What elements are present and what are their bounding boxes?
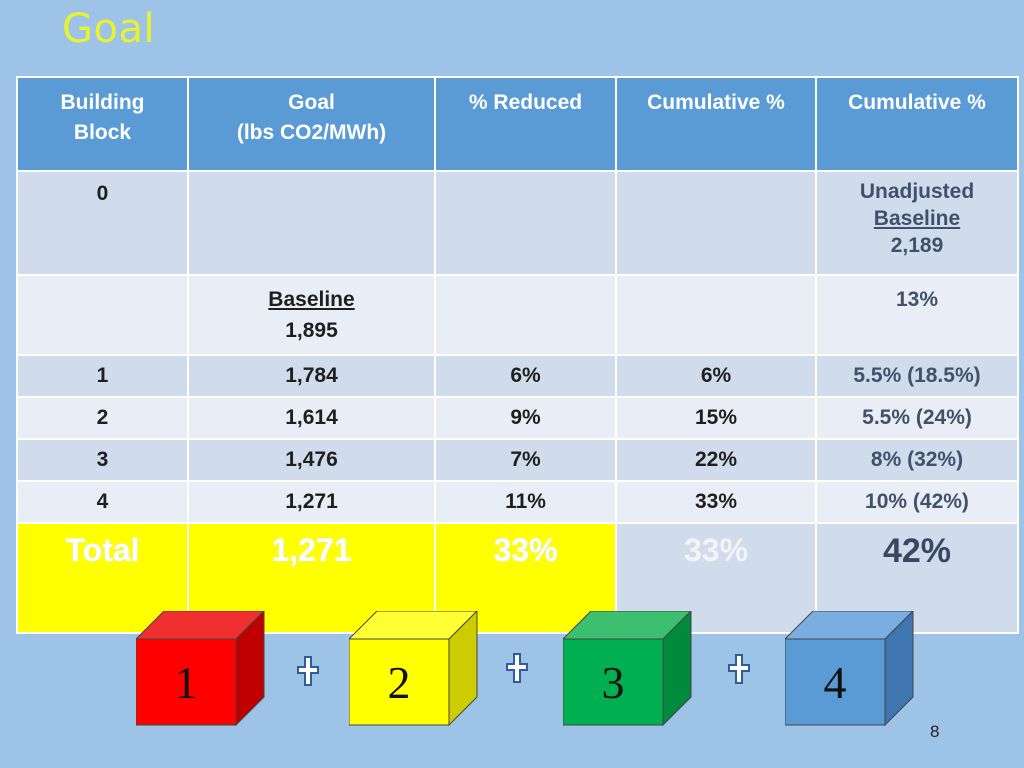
cube-3-label: 3 <box>601 657 625 708</box>
cell-cumulative-2: 10% (42%) <box>815 480 1019 524</box>
cell-cumulative-2: 5.5% (24%) <box>815 396 1019 440</box>
cell-goal: 1,476 <box>187 438 436 482</box>
cell-baseline: Baseline 1,895 <box>187 274 436 356</box>
baseline-label: Baseline <box>873 207 961 230</box>
cell-empty <box>615 274 817 356</box>
header-building-block-label: Building Block <box>60 91 145 144</box>
header-goal-label: Goal (lbs CO2/MWh) <box>236 91 387 144</box>
header-cumulative-2: Cumulative % <box>815 76 1019 172</box>
header-building-block: Building Block <box>16 76 189 172</box>
header-reduced: % Reduced <box>434 76 617 172</box>
cell-goal: 1,271 <box>187 480 436 524</box>
cell-empty <box>615 170 817 276</box>
plus-icon <box>297 656 319 686</box>
cube-1-icon <box>136 611 265 726</box>
cube-4-label: 4 <box>823 657 847 708</box>
cell-empty <box>434 170 617 276</box>
slide-title: Goal <box>62 6 156 52</box>
table-row: 1 1,784 6% 6% 5.5% (18.5%) <box>16 354 1019 398</box>
cell-total-cumulative: 33% <box>615 522 817 634</box>
table-header-row: Building Block Goal (lbs CO2/MWh) % Redu… <box>16 76 1019 172</box>
plus-icon <box>506 653 528 683</box>
cell-block: 2 <box>16 396 189 440</box>
cell-empty <box>187 170 436 276</box>
cell-block: 3 <box>16 438 189 482</box>
building-block-cube-3: 3 <box>563 611 693 726</box>
cube-2-label: 2 <box>387 657 411 708</box>
cube-3-icon <box>563 611 692 726</box>
plus-icon <box>728 654 750 684</box>
cell-total-label: Total <box>16 522 189 634</box>
goal-table: Building Block Goal (lbs CO2/MWh) % Redu… <box>16 76 1019 634</box>
cell-goal: 1,784 <box>187 354 436 398</box>
table-row-baseline: Baseline 1,895 13% <box>16 274 1019 356</box>
baseline-goal-value: 1,895 <box>285 319 338 342</box>
unadjusted-baseline-value: 2,189 <box>890 234 944 257</box>
cell-cumulative: 15% <box>615 396 817 440</box>
cell-reduced: 9% <box>434 396 617 440</box>
building-block-cube-4: 4 <box>785 611 915 726</box>
cell-cumulative-2: 8% (32%) <box>815 438 1019 482</box>
cell-reduced: 6% <box>434 354 617 398</box>
table-row: 2 1,614 9% 15% 5.5% (24%) <box>16 396 1019 440</box>
cube-4-icon <box>785 611 914 726</box>
cell-cumulative: 22% <box>615 438 817 482</box>
cell-cumulative: 33% <box>615 480 817 524</box>
cell-reduced: 11% <box>434 480 617 524</box>
cell-reduced: 7% <box>434 438 617 482</box>
table-row-0: 0 Unadjusted Baseline 2,189 <box>16 170 1019 276</box>
cell-block: 4 <box>16 480 189 524</box>
cell-baseline-cumulative: 13% <box>815 274 1019 356</box>
building-block-cube-2: 2 <box>349 611 479 726</box>
table-row: 4 1,271 11% 33% 10% (42%) <box>16 480 1019 524</box>
cell-block-0: 0 <box>16 170 189 276</box>
unadjusted-label: Unadjusted <box>859 180 975 203</box>
cell-block: 1 <box>16 354 189 398</box>
page-number: 8 <box>930 722 940 741</box>
header-cumulative: Cumulative % <box>615 76 817 172</box>
cell-empty <box>434 274 617 356</box>
cell-cumulative: 6% <box>615 354 817 398</box>
cube-1-label: 1 <box>174 657 198 708</box>
cell-goal: 1,614 <box>187 396 436 440</box>
header-goal: Goal (lbs CO2/MWh) <box>187 76 436 172</box>
cell-unadjusted-baseline: Unadjusted Baseline 2,189 <box>815 170 1019 276</box>
baseline-goal-label: Baseline <box>268 288 355 311</box>
table-row: 3 1,476 7% 22% 8% (32%) <box>16 438 1019 482</box>
cube-2-icon <box>349 611 478 726</box>
cell-cumulative-2: 5.5% (18.5%) <box>815 354 1019 398</box>
building-block-cube-1: 1 <box>136 611 266 726</box>
cell-empty <box>16 274 189 356</box>
